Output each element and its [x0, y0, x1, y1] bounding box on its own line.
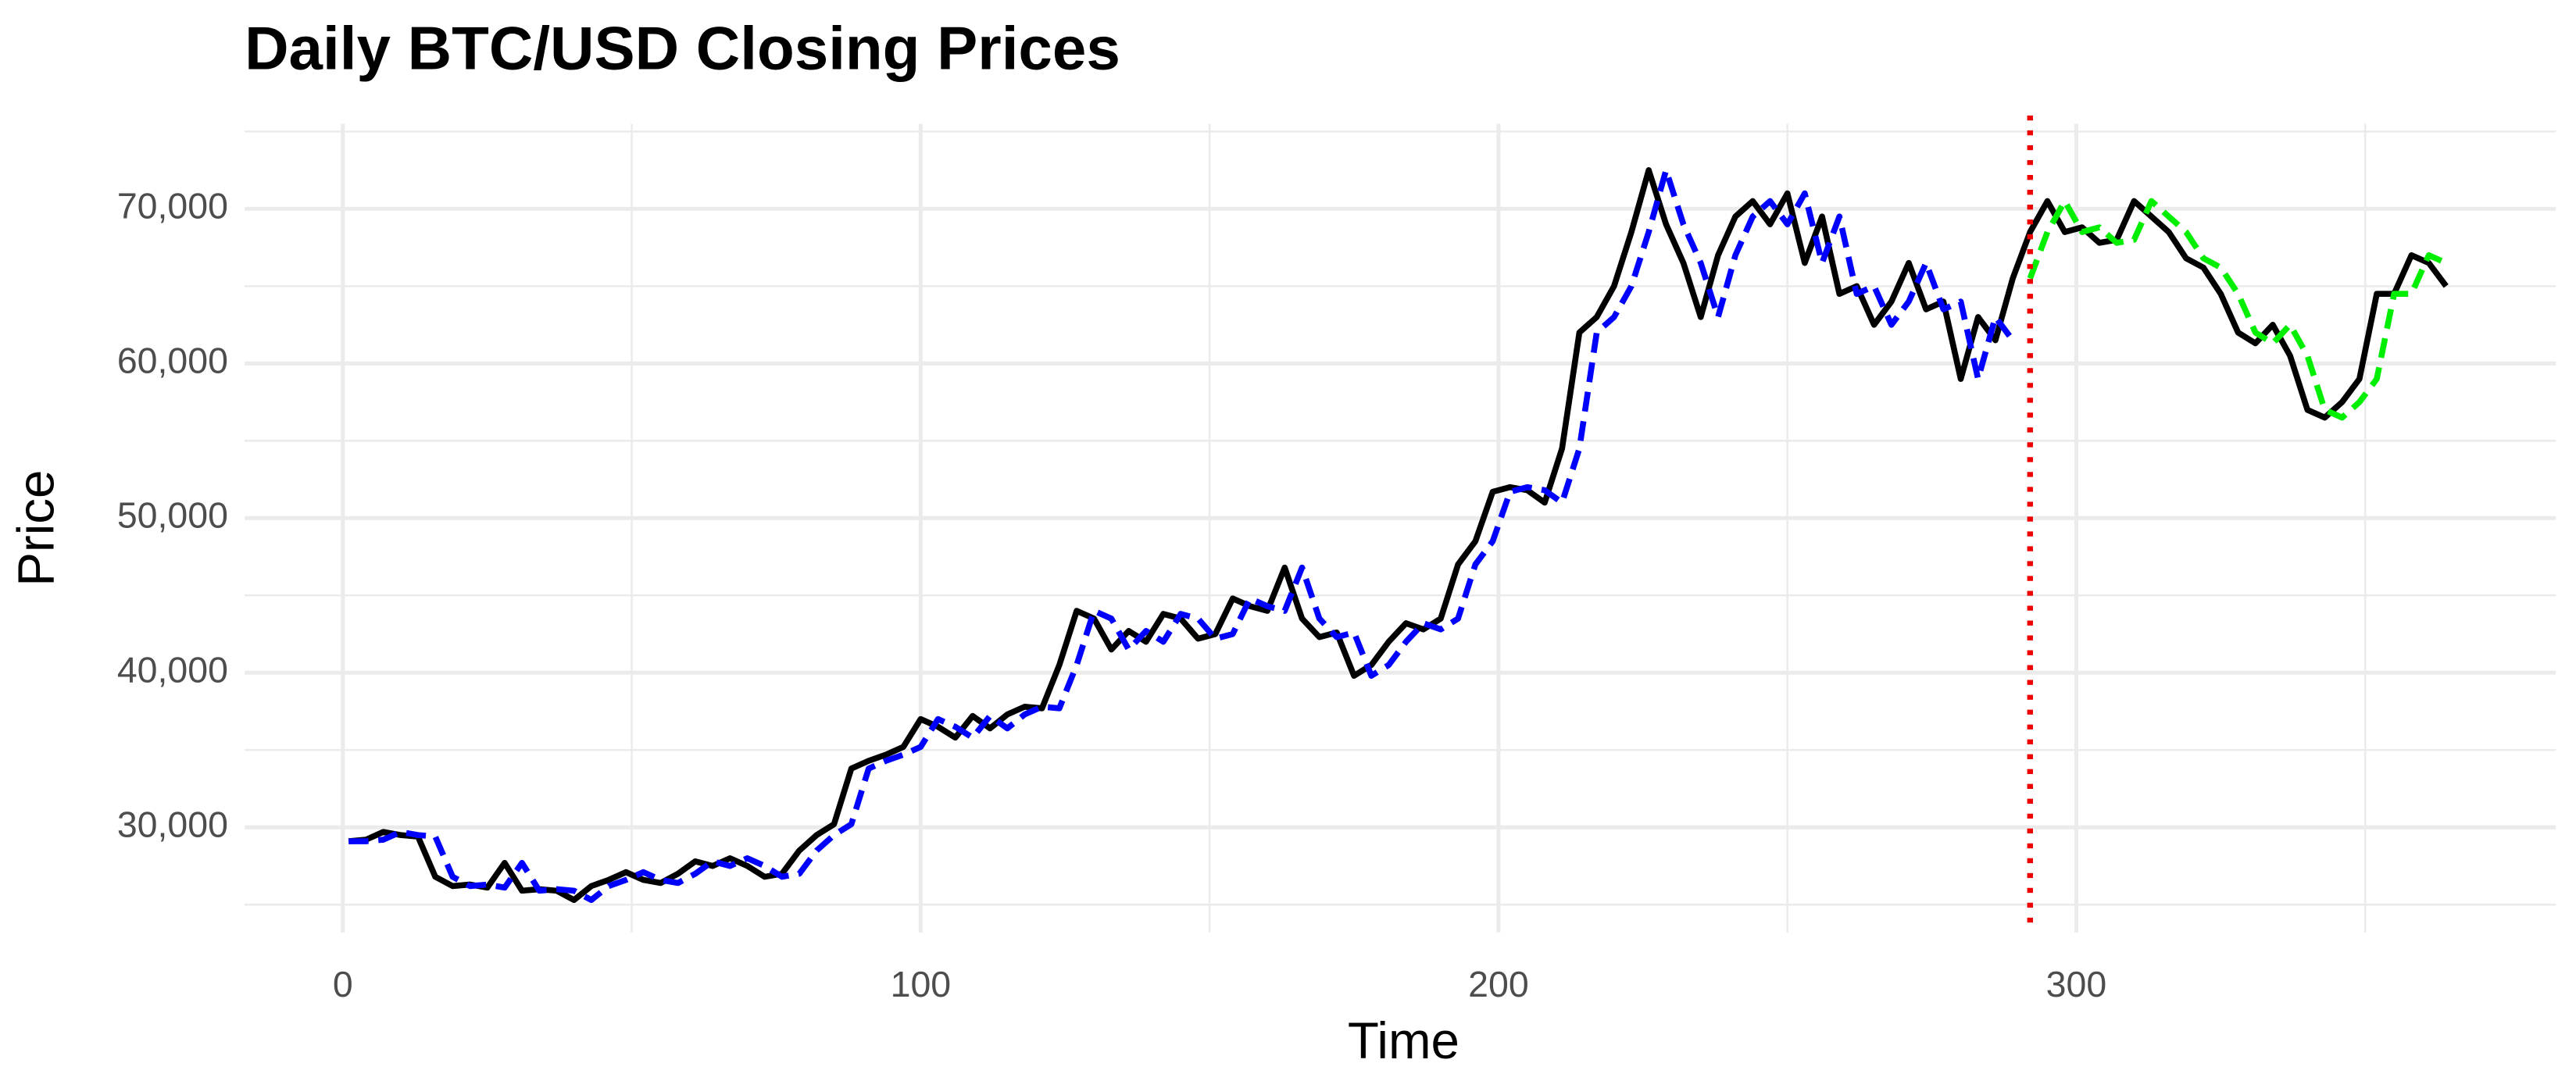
y-tick-label: 40,000 — [117, 650, 228, 690]
y-tick-label: 60,000 — [117, 341, 228, 381]
x-axis-label: Time — [1348, 1012, 1459, 1069]
y-axis-label: Price — [7, 470, 64, 587]
y-tick-label: 30,000 — [117, 804, 228, 844]
x-tick-label: 0 — [333, 964, 353, 1004]
series-line — [348, 167, 2449, 904]
y-tick-label: 50,000 — [117, 495, 228, 536]
x-tick-label: 100 — [891, 964, 952, 1004]
y-tick-label: 70,000 — [117, 186, 228, 227]
x-tick-label: 200 — [1468, 964, 1529, 1004]
series-line — [348, 167, 2016, 904]
plot-area — [348, 115, 2449, 933]
grid — [245, 123, 2556, 933]
x-tick-label: 300 — [2046, 964, 2107, 1004]
chart-title: Daily BTC/USD Closing Prices — [245, 13, 1120, 82]
series-line — [2027, 198, 2448, 421]
